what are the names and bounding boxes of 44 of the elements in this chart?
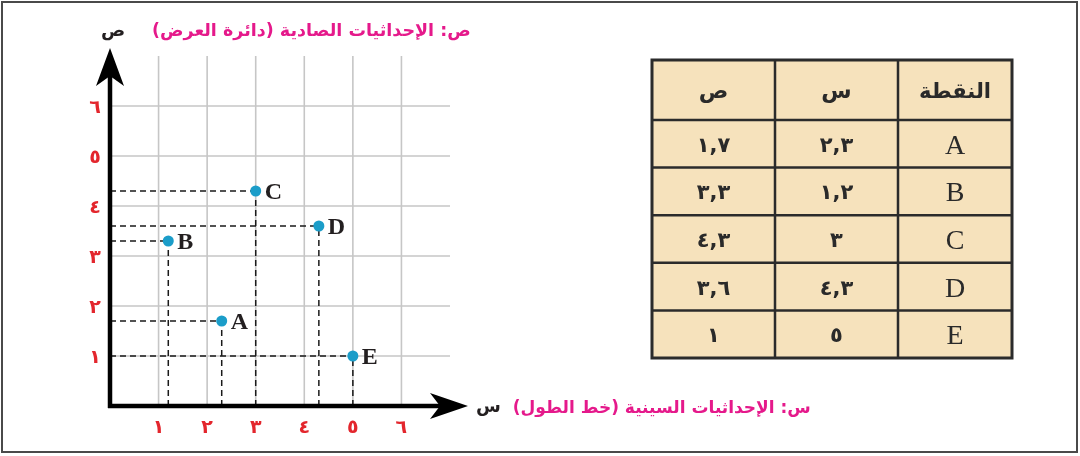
text: ٣,٦: [696, 275, 731, 300]
y-tick-label: ٣: [89, 245, 102, 267]
annotation: A: [230, 308, 249, 334]
text: س: [476, 395, 501, 416]
category-label: C: [945, 224, 965, 255]
y-tick-label: ٤: [89, 195, 101, 217]
x-tick-label: ٣: [249, 415, 262, 437]
point: [313, 220, 325, 232]
text: ص: [100, 19, 126, 41]
category-label: ص: [698, 78, 729, 103]
x-tick-label: ٤: [298, 415, 311, 437]
x-tick-label: ١: [152, 415, 165, 437]
x-tick-label: ٥: [347, 415, 359, 437]
point: [162, 235, 174, 247]
text: ٤,٣: [696, 228, 731, 252]
x-tick-label: ٢: [201, 415, 214, 437]
text: ١,٢: [819, 180, 854, 205]
category-label: B: [945, 176, 965, 208]
point: [347, 350, 359, 362]
y-tick-label: ٢: [89, 295, 102, 317]
y-tick-label: ١: [89, 345, 101, 367]
text: ٥: [830, 323, 843, 348]
x-axis-title: س: الإحداثيات السينية (خط الطول): [512, 397, 811, 418]
annotation: D: [327, 213, 346, 239]
y-axis-title: ص: الإحداثيات الصادية (دائرة العرض): [152, 20, 471, 41]
annotation: B: [177, 228, 194, 254]
text: ٣,٣: [696, 180, 731, 205]
x-tick-label: ٦: [395, 415, 408, 437]
category-label: A: [944, 128, 966, 160]
text: ٣: [830, 228, 843, 252]
category-label: س: [821, 78, 852, 103]
category-label: E: [946, 319, 964, 351]
text: ١: [707, 323, 720, 348]
text: ١,٧: [696, 132, 731, 157]
point: [216, 315, 228, 327]
text: النقطة: [919, 79, 991, 103]
text: ٢,٣: [819, 132, 854, 157]
category-label: D: [944, 271, 966, 303]
text: ٤,٣: [819, 275, 854, 300]
y-tick-label: ٦: [89, 95, 101, 117]
y-tick-label: ٥: [89, 145, 101, 167]
point: [250, 185, 262, 197]
annotation: E: [361, 343, 378, 369]
annotation: C: [264, 178, 283, 204]
